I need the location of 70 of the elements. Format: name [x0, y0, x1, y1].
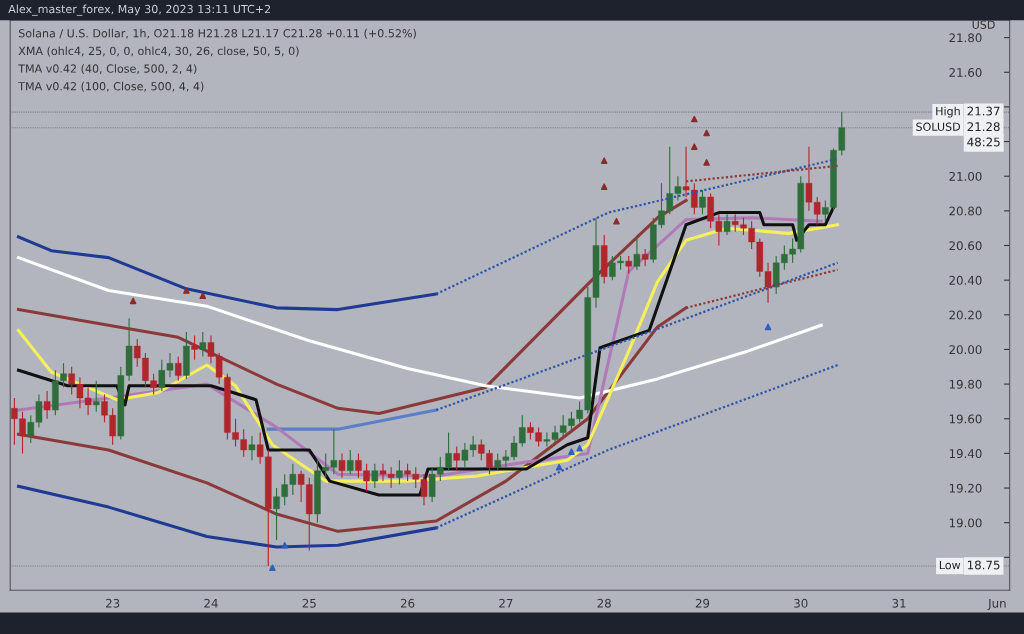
y-tick-label: 21.00	[949, 171, 982, 181]
point	[703, 159, 710, 166]
y-tick-label: 19.80	[949, 379, 982, 389]
point	[269, 564, 276, 572]
y-tick-label: 21.60	[949, 67, 982, 77]
line-series	[16, 256, 823, 400]
x-tick-label: 30	[794, 598, 808, 608]
x-tick-label: 31	[892, 598, 906, 608]
x-tick-label: 25	[302, 598, 316, 608]
point	[183, 287, 190, 294]
candlestick	[174, 355, 182, 382]
y-tick-label: 20.80	[949, 206, 982, 216]
candlestick	[396, 459, 403, 486]
point	[199, 292, 207, 300]
text: Solana / U.S. Dollar, 1h, O21.18 H21.28 L21.17 C21.28 +0.11 (+0.52%)	[18, 28, 416, 39]
point	[129, 297, 137, 305]
candlestick	[347, 449, 354, 475]
candlestick	[191, 335, 198, 361]
annotation: 21.37	[967, 106, 1000, 116]
line-series	[16, 198, 688, 416]
candlestick	[371, 463, 379, 489]
candlestick	[199, 331, 207, 357]
x-tick-label: 23	[106, 598, 120, 608]
x-tick-label: Jun	[987, 598, 1006, 610]
x-tick-label: 28	[597, 598, 611, 608]
annotation: XMA (ohlc4, 25, 0, 0, ohlc4, 30, 26, close, 50, 5, 0)	[18, 46, 299, 57]
candlestick	[93, 380, 100, 413]
candlestick	[338, 452, 346, 479]
y-tick-label: 20.60	[949, 241, 982, 251]
annotation: TMA v0.42 (100, Close, 500, 4, 4)	[18, 81, 204, 92]
y-tick-label: 19.20	[949, 483, 982, 493]
point	[600, 157, 608, 164]
x-tick-label: 26	[400, 598, 415, 608]
annotation: 48:25	[967, 137, 1000, 147]
line-series	[16, 235, 438, 312]
ref-line-label: High	[936, 106, 960, 118]
x-tick-label: 27	[499, 598, 513, 608]
x-tick-label: 29	[695, 598, 710, 608]
point	[600, 183, 608, 190]
y-tick-label: 19.00	[949, 518, 982, 528]
y-tick-label: 19.40	[949, 449, 982, 459]
annotation: 18.75	[967, 560, 1000, 570]
candlestick	[633, 238, 641, 271]
annotation: TMA v0.42 (40, Close, 500, 2, 4)	[18, 64, 197, 75]
point	[703, 129, 710, 137]
annotation: 21.28	[967, 122, 1000, 132]
candlestick	[723, 213, 731, 236]
point	[691, 143, 698, 151]
annotation: USD	[972, 20, 995, 29]
point	[568, 448, 575, 455]
candlestick	[248, 435, 256, 461]
point	[613, 217, 620, 225]
point	[555, 463, 563, 471]
y-tick-label: 19.60	[949, 414, 982, 424]
point	[691, 115, 698, 123]
y-tick-label: 20.40	[949, 275, 982, 285]
point	[281, 541, 288, 549]
candlestick	[699, 189, 706, 215]
text: Alex_master_forex, May 30, 2023 13:11 UTC+2	[8, 4, 271, 16]
y-tick-label: 21.80	[949, 33, 982, 43]
x-tick-label: 24	[204, 598, 218, 608]
line-series	[16, 484, 438, 549]
ref-line-label: Low	[939, 560, 961, 570]
y-tick-label: 20.00	[949, 345, 982, 355]
candlestick	[453, 445, 460, 472]
candlestick	[43, 390, 51, 420]
point	[764, 323, 772, 331]
y-tick-label: 20.20	[949, 310, 982, 320]
point	[576, 444, 583, 452]
ref-line-label: SOLUSD	[916, 122, 961, 131]
